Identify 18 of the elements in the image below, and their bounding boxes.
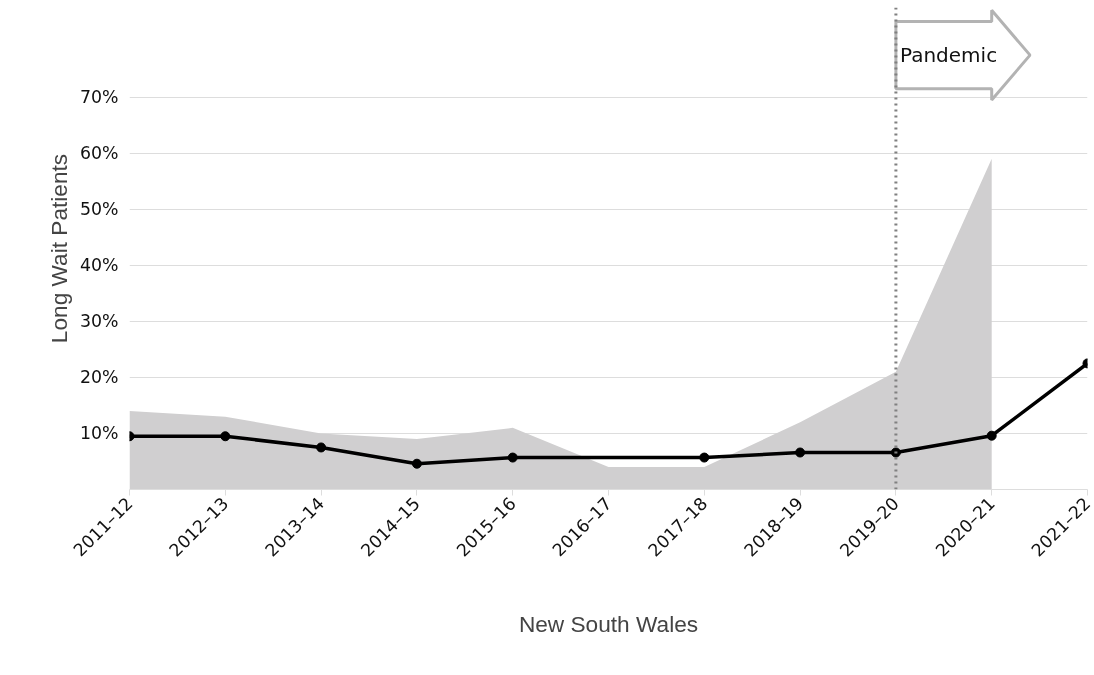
point [986,430,997,441]
y-tick-label: 70% [79,87,119,108]
y-tick-label: 60% [79,143,119,164]
point [220,431,231,442]
y-tick-label: 30% [79,311,119,332]
y-axis-title: Long Wait Patients [45,153,72,344]
y-tick-label: 20% [79,367,119,388]
point [890,447,901,458]
point [411,458,422,469]
point [316,442,327,453]
point [507,452,518,463]
y-tick-label: 50% [79,199,119,220]
ref-line-label: Pandemic [900,43,998,68]
point [699,452,710,463]
y-tick-label: 10% [79,423,119,444]
y-tick-label: 40% [79,255,119,276]
point [795,447,806,458]
x-axis-title: New South Wales [518,610,699,637]
